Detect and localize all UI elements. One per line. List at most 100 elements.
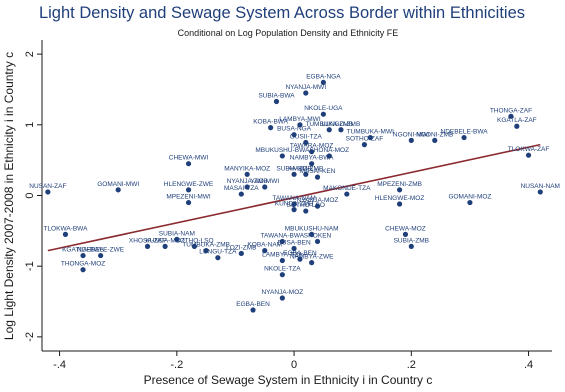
point-label: NGONI-MWI (393, 131, 430, 138)
data-point (314, 238, 321, 245)
point-label: LAMBYA-MWI (279, 116, 321, 123)
x-tick-label: -.2 (170, 359, 183, 371)
y-tick-label: -2 (24, 332, 36, 342)
x-axis-ticks: -.4 -.2 0 .2 .4 (53, 351, 533, 371)
data-point (262, 248, 268, 254)
data-point (467, 199, 473, 206)
data-point (361, 142, 368, 148)
data-point (262, 184, 268, 190)
point-label: MBUKUSHU-BWA (255, 147, 310, 154)
y-tick-label: 2 (24, 51, 36, 57)
data-point (291, 171, 297, 177)
y-tick-label: -1 (24, 261, 36, 271)
point-label: TAWANA-BWA (261, 232, 305, 239)
point-label: HLENGWE-ZWE (164, 181, 214, 188)
data-point (174, 236, 180, 242)
data-point (303, 139, 309, 146)
data-point (461, 134, 467, 141)
point-label: CHEWA-MWI (169, 155, 209, 162)
point-label: LAMBYA-TZA (262, 252, 303, 259)
point-label: GOMANI-MWI (97, 181, 139, 188)
data-point (268, 125, 274, 131)
data-point (303, 90, 309, 96)
point-label: LOZI-ZMB (226, 244, 256, 251)
point-label: MASAI-TZA (224, 185, 259, 192)
data-point (244, 184, 250, 190)
data-point (514, 123, 520, 129)
x-tick-label: -.4 (53, 359, 66, 371)
point-label: SUBIA-BWA (258, 92, 295, 99)
point-label: HLENGWE-MOZ (375, 195, 425, 202)
point-label: MASAI-KEN (300, 168, 336, 175)
point-label: NDEBELE-BWA (441, 129, 489, 136)
point-label: NDEBELE-ZWE (77, 247, 125, 254)
y-tick-label: 0 (24, 192, 36, 198)
data-point (367, 134, 373, 141)
data-point (279, 238, 285, 245)
point-label: SOTHO-LSO (287, 202, 325, 209)
point-label: EGBA-BEN (283, 250, 317, 257)
data-point (309, 231, 315, 237)
point-label: TUMBUKA-ZMB (305, 121, 353, 128)
point-label: KOBA-NAM (247, 242, 282, 249)
data-point (537, 189, 543, 195)
data-point (279, 153, 285, 159)
data-point (320, 79, 326, 86)
data-point (297, 256, 303, 262)
data-point (279, 272, 285, 278)
data-point (162, 243, 168, 249)
data-point (320, 111, 326, 117)
y-tick-label: 1 (24, 122, 36, 128)
data-point (297, 122, 303, 128)
point-label: NAMBYA-BWA (290, 155, 334, 162)
point-label: EGBA-BEN (236, 301, 270, 308)
point-label: SUBIA-ZMB (394, 237, 429, 244)
data-point (344, 191, 350, 197)
point-label: TUMBUKA-MWI (347, 129, 394, 136)
data-point (508, 113, 514, 119)
data-point (314, 174, 321, 180)
point-label: NYANJA-MWI (285, 84, 326, 91)
data-point (396, 187, 403, 193)
data-point (80, 252, 86, 259)
data-point (326, 127, 332, 133)
point-label: KOBA-BWA (253, 119, 288, 126)
data-point (273, 98, 280, 105)
point-label: KGATLA-ZAF (497, 117, 537, 124)
data-point (396, 201, 403, 207)
fit-line (47, 143, 541, 252)
y-axis-ticks: -2 -1 0 1 2 (24, 51, 42, 342)
data-point (291, 207, 297, 213)
data-point (62, 231, 69, 237)
point-label: BUSA-NGA (277, 126, 312, 133)
point-label: GOMANI-MOZ (448, 194, 491, 201)
data-point (338, 127, 344, 133)
point-label: KUNDA-ZMB (275, 201, 314, 208)
point-label: NGONI-ZMB (416, 131, 453, 138)
point-label: TUMBUKA-ZMB (182, 242, 230, 249)
data-point (238, 250, 244, 257)
point-label: SUBIA-ZMB (276, 165, 311, 172)
data-point (291, 245, 297, 252)
point-label: BUSA-BEN (277, 240, 311, 247)
point-label: MPEZENI-MWI (166, 194, 211, 201)
data-point (185, 187, 192, 193)
data-point (408, 243, 414, 249)
data-point (291, 132, 297, 138)
data-point (238, 191, 244, 197)
point-label: MANYIKA-MOZ (224, 165, 270, 172)
point-label: TAWANA-NAM (272, 195, 315, 202)
data-point (185, 199, 192, 206)
point-label: NAMBYA-ZWE (290, 254, 334, 261)
point-label: EGBA-NGA (306, 73, 341, 80)
point-label: NKOLE-TZA (264, 266, 301, 273)
data-point (291, 201, 297, 207)
point-label: THONGA-ZAF (490, 107, 532, 114)
data-point (203, 248, 209, 254)
point-label: NYANJA-MOZ (297, 197, 339, 204)
data-point (309, 161, 315, 167)
data-point (314, 203, 321, 209)
